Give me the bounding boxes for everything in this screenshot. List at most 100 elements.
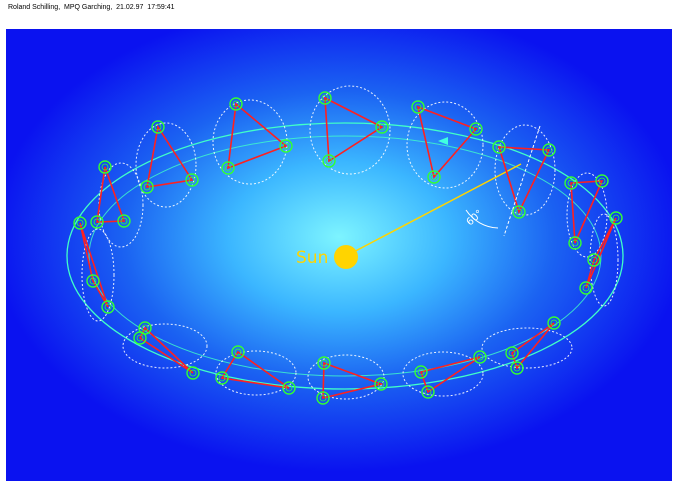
spacecraft-icon <box>186 366 200 380</box>
spacecraft-icon <box>318 91 332 105</box>
sun-label: Sun <box>296 248 328 268</box>
cluster-halo <box>566 172 608 258</box>
angle-reference-line <box>503 125 541 237</box>
spacecraft-clusters <box>73 85 623 405</box>
orbit-layer <box>66 122 624 390</box>
spacecraft-inner-ring <box>430 173 438 181</box>
header-caption: Roland Schilling, MPQ Garching, 21.02.97… <box>8 4 175 11</box>
laser-arm-triangle <box>96 166 126 223</box>
spacecraft-inner-ring <box>567 179 575 187</box>
spacecraft-inner-ring <box>234 348 242 356</box>
angle-arc <box>465 209 499 229</box>
spacecraft-inner-ring <box>472 125 480 133</box>
spacecraft-cluster <box>90 160 144 248</box>
spacecraft-inner-ring <box>598 177 606 185</box>
inner-orbit-path <box>88 135 602 377</box>
laser-arm-triangle <box>585 217 617 289</box>
spacecraft-inner-ring <box>612 214 620 222</box>
spacecraft-inner-ring <box>590 256 598 264</box>
spacecraft-icon <box>512 205 526 219</box>
spacecraft-icon <box>98 160 112 174</box>
cluster-halo <box>122 323 208 369</box>
spacecraft-icon <box>322 154 336 168</box>
cluster-halo <box>589 213 619 307</box>
laser-arm-triangle <box>511 322 555 370</box>
sun-to-spacecraft-line <box>345 163 522 257</box>
spacecraft-icon <box>505 346 519 360</box>
laser-arm-triangle <box>416 105 478 179</box>
spacecraft-cluster <box>481 316 573 375</box>
spacecraft-icon <box>564 176 578 190</box>
spacecraft-icon <box>215 371 229 385</box>
spacecraft-inner-ring <box>154 123 162 131</box>
spacecraft-icon <box>427 170 441 184</box>
spacecraft-inner-ring <box>321 94 329 102</box>
cluster-halo <box>402 351 484 397</box>
spacecraft-icon <box>595 174 609 188</box>
cluster-halo <box>307 354 385 400</box>
cluster-halo <box>135 122 197 208</box>
spacecraft-inner-ring <box>417 368 425 376</box>
spacecraft-inner-ring <box>285 384 293 392</box>
spacecraft-icon <box>86 274 100 288</box>
spacecraft-inner-ring <box>93 218 101 226</box>
spacecraft-inner-ring <box>495 143 503 151</box>
spacecraft-inner-ring <box>232 100 240 108</box>
spacecraft-inner-ring <box>136 334 144 342</box>
spacecraft-inner-ring <box>89 277 97 285</box>
spacecraft-inner-ring <box>320 359 328 367</box>
spacecraft-inner-ring <box>377 380 385 388</box>
spacecraft-icon <box>411 100 425 114</box>
laser-arm-triangle <box>570 180 604 244</box>
spacecraft-inner-ring <box>550 319 558 327</box>
spacecraft-inner-ring <box>101 163 109 171</box>
spacecraft-inner-ring <box>218 374 226 382</box>
spacecraft-icon <box>101 300 115 314</box>
spacecraft-cluster <box>402 350 487 399</box>
spacecraft-icon <box>492 140 506 154</box>
sun-icon <box>334 245 358 269</box>
cluster-halo <box>481 327 573 369</box>
spacecraft-icon <box>185 173 199 187</box>
spacecraft-cluster <box>307 354 388 405</box>
cluster-halo <box>406 101 484 189</box>
outer-orbit-path <box>66 122 624 390</box>
spacecraft-inner-ring <box>141 324 149 332</box>
spacecraft-cluster <box>579 211 623 307</box>
laser-arm-triangle <box>227 102 288 170</box>
laser-arm-triangle <box>146 124 194 188</box>
spacecraft-cluster <box>215 345 297 396</box>
spacecraft-icon <box>587 253 601 267</box>
cluster-halo <box>309 85 391 175</box>
spacecraft-icon <box>231 345 245 359</box>
spacecraft-inner-ring <box>325 157 333 165</box>
laser-arm-triangle <box>220 350 290 389</box>
spacecraft-inner-ring <box>582 284 590 292</box>
spacecraft-inner-ring <box>188 176 196 184</box>
spacecraft-icon <box>140 180 154 194</box>
spacecraft-inner-ring <box>414 103 422 111</box>
spacecraft-icon <box>469 122 483 136</box>
spacecraft-inner-ring <box>513 364 521 372</box>
spacecraft-inner-ring <box>76 219 84 227</box>
spacecraft-inner-ring <box>143 183 151 191</box>
cluster-halo <box>212 99 288 185</box>
spacecraft-cluster <box>212 97 293 185</box>
spacecraft-icon <box>609 211 623 225</box>
spacecraft-inner-ring <box>424 388 432 396</box>
spacecraft-cluster <box>135 120 199 208</box>
spacecraft-inner-ring <box>476 353 484 361</box>
direction-arrow-icon <box>438 137 448 145</box>
spacecraft-cluster <box>564 172 609 258</box>
laser-arm-triangle <box>497 146 551 215</box>
spacecraft-icon <box>510 361 524 375</box>
spacecraft-inner-ring <box>224 164 232 172</box>
spacecraft-inner-ring <box>319 394 327 402</box>
laser-arm-triangle <box>79 222 109 308</box>
spacecraft-icon <box>229 97 243 111</box>
spacecraft-inner-ring <box>515 208 523 216</box>
cluster-halo <box>215 350 297 396</box>
spacecraft-icon <box>151 120 165 134</box>
spacecraft-cluster <box>122 321 208 380</box>
